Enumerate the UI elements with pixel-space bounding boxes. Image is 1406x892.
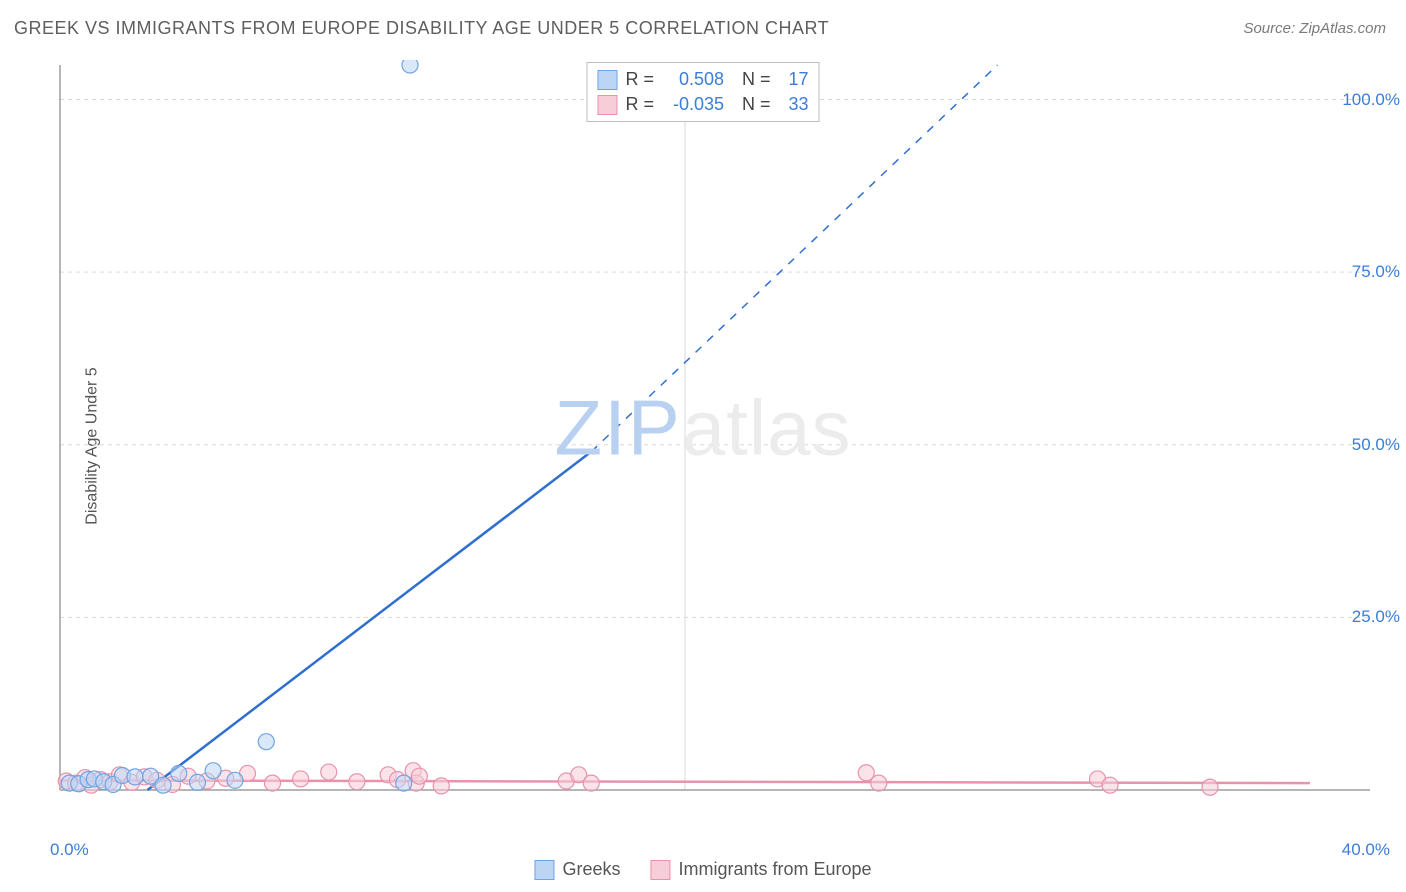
n-label: N = — [742, 69, 771, 90]
legend-row-immigrants: R = -0.035 N = 33 — [597, 92, 808, 117]
source-label: Source: ZipAtlas.com — [1243, 20, 1386, 37]
n-value-greeks: 17 — [779, 69, 809, 90]
legend-label-immigrants: Immigrants from Europe — [678, 859, 871, 880]
n-label: N = — [742, 94, 771, 115]
r-value-greeks: 0.508 — [662, 69, 724, 90]
swatch-greeks-icon — [534, 860, 554, 880]
r-label: R = — [625, 94, 654, 115]
x-tick-max: 40.0% — [1342, 840, 1390, 860]
correlation-legend: R = 0.508 N = 17 R = -0.035 N = 33 — [586, 62, 819, 122]
chart-title: GREEK VS IMMIGRANTS FROM EUROPE DISABILI… — [14, 18, 829, 39]
legend-item-immigrants: Immigrants from Europe — [650, 859, 871, 880]
legend-item-greeks: Greeks — [534, 859, 620, 880]
n-value-immigrants: 33 — [779, 94, 809, 115]
r-label: R = — [625, 69, 654, 90]
swatch-immigrants-icon — [650, 860, 670, 880]
series-legend: Greeks Immigrants from Europe — [534, 859, 871, 880]
y-tick-label: 25.0% — [1352, 607, 1400, 627]
y-tick-label: 75.0% — [1352, 262, 1400, 282]
legend-label-greeks: Greeks — [562, 859, 620, 880]
legend-row-greeks: R = 0.508 N = 17 — [597, 67, 808, 92]
y-tick-label: 100.0% — [1342, 90, 1400, 110]
x-tick-min: 0.0% — [50, 840, 89, 860]
swatch-immigrants — [597, 95, 617, 115]
scatter-plot — [50, 60, 1370, 830]
y-tick-label: 50.0% — [1352, 435, 1400, 455]
swatch-greeks — [597, 70, 617, 90]
r-value-immigrants: -0.035 — [662, 94, 724, 115]
